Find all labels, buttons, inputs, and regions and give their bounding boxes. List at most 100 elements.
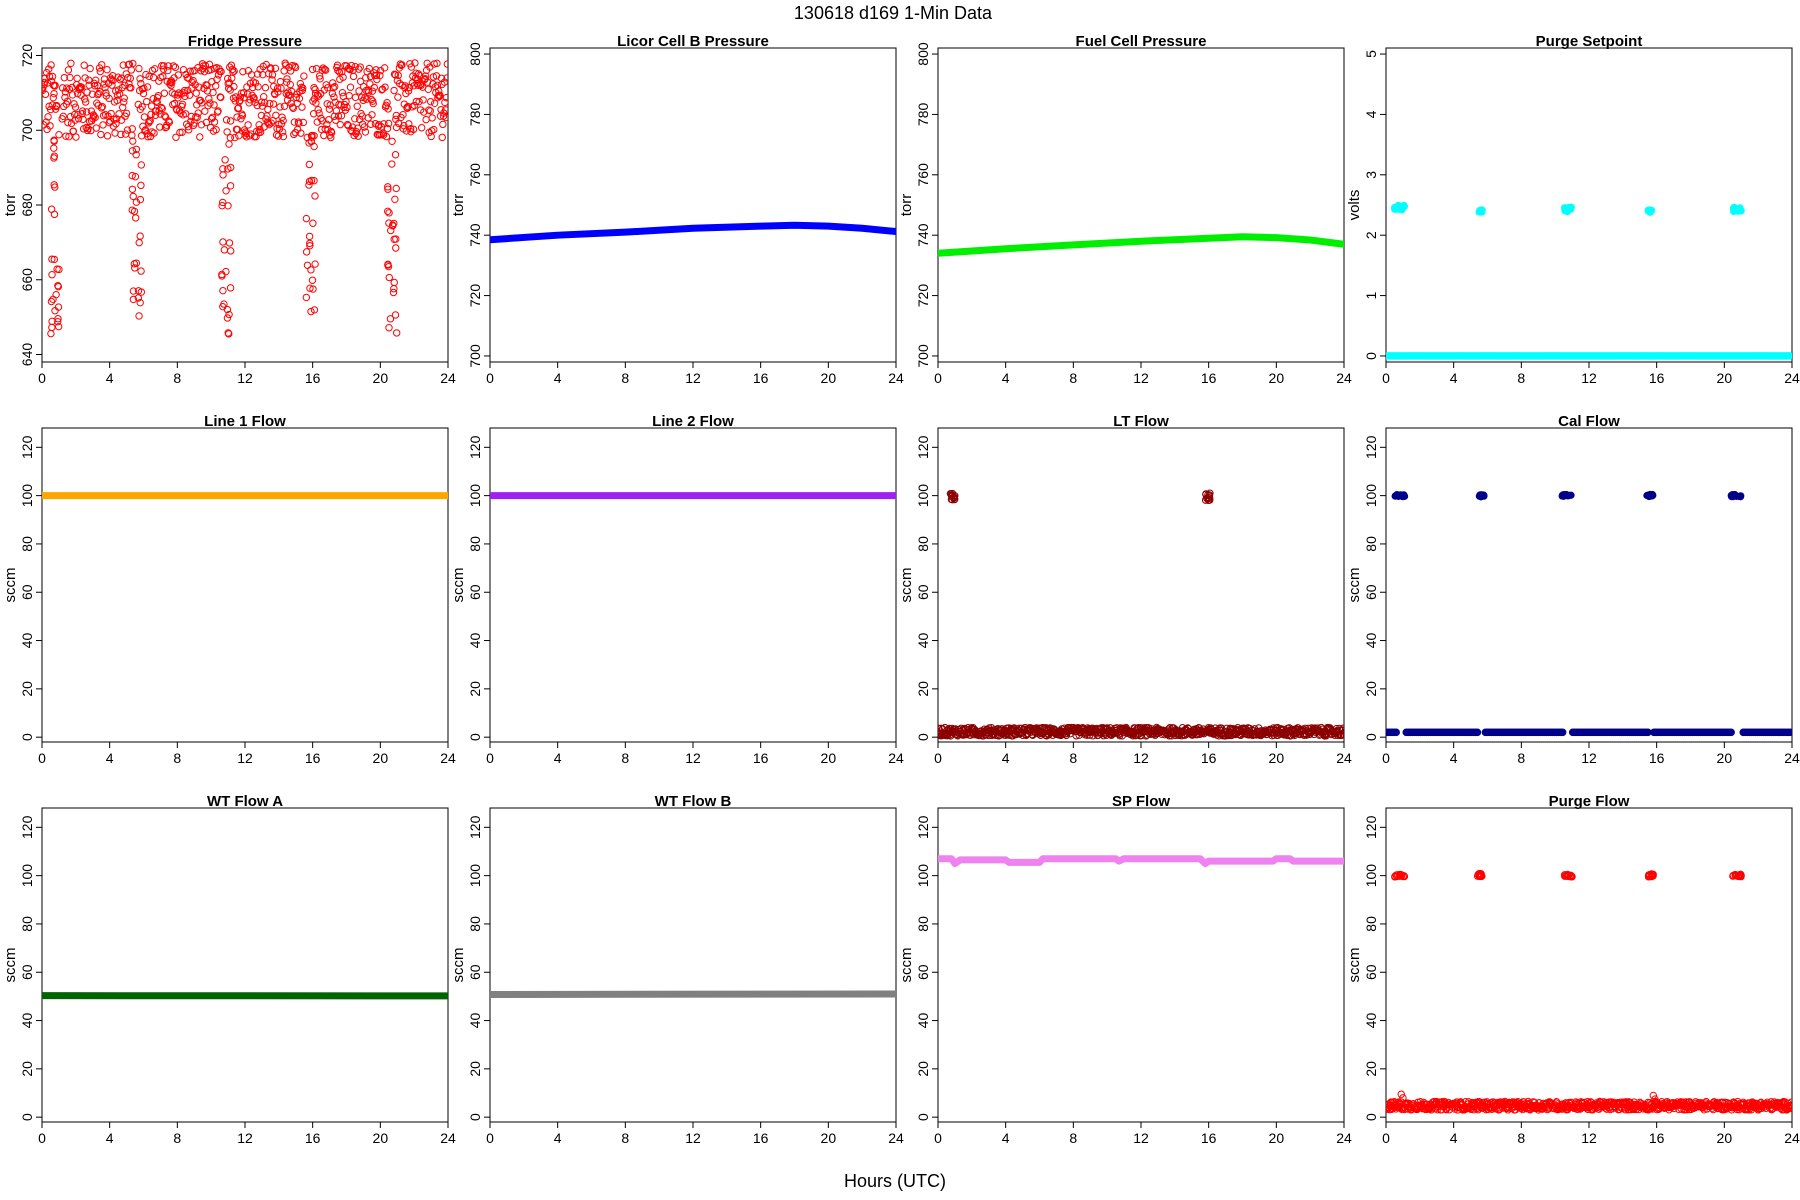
y-tick-label: 780 bbox=[915, 103, 931, 127]
x-tick-label: 4 bbox=[554, 1130, 562, 1146]
data-point bbox=[261, 83, 270, 92]
x-tick-label: 0 bbox=[486, 750, 494, 766]
data-point bbox=[1644, 491, 1652, 499]
data-point bbox=[330, 93, 338, 101]
data-point bbox=[439, 120, 447, 129]
data-point bbox=[132, 259, 141, 267]
data-point bbox=[381, 83, 389, 91]
data-point bbox=[1478, 208, 1486, 216]
y-tick-label: 660 bbox=[19, 268, 35, 292]
data-point bbox=[103, 65, 111, 74]
panel-title: Line 2 Flow bbox=[652, 413, 734, 430]
data-point bbox=[48, 323, 56, 332]
data-point bbox=[346, 83, 355, 91]
data-point bbox=[254, 83, 262, 91]
data-point bbox=[302, 293, 311, 302]
data-point bbox=[384, 119, 393, 128]
data-point bbox=[120, 98, 128, 106]
data-point bbox=[278, 128, 287, 136]
data-point bbox=[140, 84, 148, 93]
data-point bbox=[183, 73, 191, 82]
data-point bbox=[1560, 871, 1569, 879]
data-point bbox=[376, 71, 384, 80]
data-point bbox=[307, 137, 316, 146]
data-point bbox=[140, 113, 149, 121]
data-point bbox=[391, 195, 399, 204]
x-tick-label: 8 bbox=[1069, 1130, 1077, 1146]
x-tick-label: 4 bbox=[554, 370, 562, 386]
data-point bbox=[1204, 490, 1212, 499]
data-point bbox=[425, 106, 433, 114]
data-point bbox=[126, 74, 134, 83]
data-point bbox=[256, 128, 265, 136]
x-tick-label: 8 bbox=[173, 370, 181, 386]
data-point bbox=[300, 72, 308, 80]
x-tick-label: 12 bbox=[1581, 1130, 1597, 1146]
data-point bbox=[435, 87, 443, 95]
y-tick-label: 120 bbox=[1363, 435, 1379, 459]
plot-frame bbox=[937, 807, 1345, 1123]
data-point bbox=[394, 93, 402, 101]
data-point bbox=[219, 171, 227, 179]
data-point bbox=[110, 115, 118, 124]
x-tick-label: 24 bbox=[440, 370, 456, 386]
data-point bbox=[314, 106, 322, 114]
data-point bbox=[137, 288, 146, 296]
data-point bbox=[54, 322, 63, 331]
data-point bbox=[164, 66, 172, 75]
data-point bbox=[327, 128, 336, 137]
data-point bbox=[54, 315, 62, 323]
data-point bbox=[178, 128, 186, 136]
x-tick-label: 16 bbox=[1649, 370, 1665, 386]
data-point bbox=[275, 120, 283, 129]
data-point bbox=[1206, 489, 1214, 497]
data-point bbox=[427, 132, 435, 141]
data-point bbox=[360, 123, 368, 131]
x-tick-label: 16 bbox=[1201, 370, 1217, 386]
data-point bbox=[323, 84, 332, 92]
data-point bbox=[361, 128, 370, 136]
data-point bbox=[1567, 203, 1575, 211]
data-point bbox=[391, 151, 400, 159]
data-point bbox=[98, 61, 106, 69]
series-line bbox=[938, 855, 1344, 868]
y-tick-label: 40 bbox=[19, 1013, 35, 1029]
data-point bbox=[426, 107, 435, 115]
plot-frame bbox=[489, 47, 897, 363]
data-point bbox=[226, 182, 235, 190]
data-point bbox=[388, 137, 396, 146]
data-point bbox=[384, 185, 392, 193]
plot-frame bbox=[937, 427, 1345, 743]
data-layer bbox=[938, 855, 1344, 868]
data-point bbox=[174, 71, 183, 79]
data-point bbox=[42, 118, 50, 126]
data-point bbox=[106, 117, 114, 125]
data-point bbox=[219, 302, 227, 311]
data-point bbox=[365, 64, 373, 73]
data-point bbox=[107, 76, 116, 84]
y-axis-label: sccm bbox=[450, 948, 467, 983]
data-point bbox=[219, 238, 227, 246]
data-point bbox=[1787, 1098, 1792, 1106]
data-point bbox=[392, 184, 400, 193]
data-point bbox=[131, 264, 139, 272]
x-tick-label: 0 bbox=[38, 750, 46, 766]
y-axis-label: sccm bbox=[898, 568, 915, 603]
data-point bbox=[334, 112, 343, 120]
plot-frame bbox=[1385, 807, 1793, 1123]
data-point bbox=[1564, 872, 1572, 880]
data-point bbox=[132, 151, 140, 159]
data-point bbox=[117, 130, 125, 139]
y-tick-label: 40 bbox=[19, 633, 35, 649]
data-point bbox=[167, 81, 175, 90]
data-point bbox=[54, 281, 62, 290]
data-point bbox=[305, 181, 313, 189]
data-point bbox=[198, 99, 206, 107]
y-tick-label: 640 bbox=[19, 343, 35, 367]
y-tick-label: 720 bbox=[467, 284, 483, 308]
data-point bbox=[430, 60, 438, 68]
data-point bbox=[1786, 352, 1792, 360]
data-point bbox=[328, 89, 337, 98]
data-point bbox=[71, 103, 80, 111]
data-point bbox=[223, 74, 232, 83]
